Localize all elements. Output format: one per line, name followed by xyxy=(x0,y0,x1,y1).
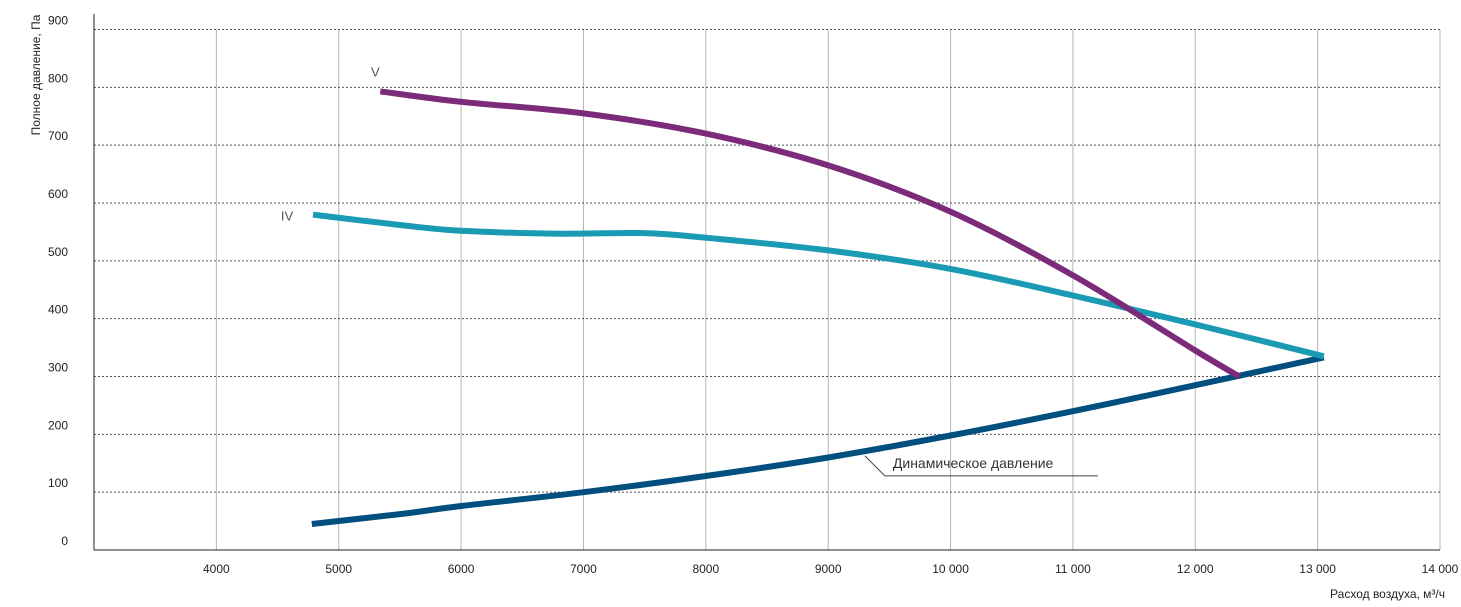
y-tick-label: 200 xyxy=(48,418,68,432)
series-line-dynamic-pressure xyxy=(311,354,1325,527)
x-tick-label: 6000 xyxy=(448,562,475,576)
x-tick-labels: 4000 5000 6000 7000 8000 9000 10 000 11 000 12 0… xyxy=(203,562,1459,576)
y-tick-labels: 0 100 200 300 400 500 600 700 800 900 xyxy=(48,14,68,549)
y-tick-label: 700 xyxy=(48,129,68,143)
x-tick-label: 12 000 xyxy=(1177,562,1214,576)
y-tick-label: 0 xyxy=(61,534,68,548)
x-axis-title: Расход воздуха, м³/ч xyxy=(1330,587,1445,601)
x-tick-label: 11 000 xyxy=(1055,562,1091,576)
x-tick-label: 5000 xyxy=(325,562,352,576)
y-tick-label: 500 xyxy=(48,245,68,259)
y-tick-label: 800 xyxy=(48,71,68,85)
annotation-dynamic-pressure: Динамическое давление xyxy=(893,455,1054,471)
annotations: Динамическое давление xyxy=(864,455,1098,477)
y-tick-label: 600 xyxy=(48,187,68,201)
series-line-v xyxy=(379,88,1241,380)
y-axis-title: Полное давление, Па xyxy=(29,14,43,135)
axes xyxy=(93,14,1440,551)
y-tick-label: 100 xyxy=(48,476,68,490)
y-tick-label: 300 xyxy=(48,361,68,375)
x-tick-label: 8000 xyxy=(692,562,719,576)
x-tick-label: 4000 xyxy=(203,562,230,576)
x-tick-label: 14 000 xyxy=(1422,562,1459,576)
series-labels: V IV xyxy=(281,64,380,223)
annotation-leader-line xyxy=(864,455,1098,477)
x-tick-label: 7000 xyxy=(570,562,597,576)
y-tick-label: 400 xyxy=(48,303,68,317)
series-label-iv: IV xyxy=(281,209,294,224)
x-tick-label: 13 000 xyxy=(1299,562,1336,576)
series-lines xyxy=(311,88,1325,527)
x-tick-label: 9000 xyxy=(815,562,842,576)
x-tick-label: 10 000 xyxy=(932,562,969,576)
series-label-v: V xyxy=(371,64,380,79)
grid xyxy=(94,29,1441,550)
y-tick-label: 900 xyxy=(48,14,68,28)
